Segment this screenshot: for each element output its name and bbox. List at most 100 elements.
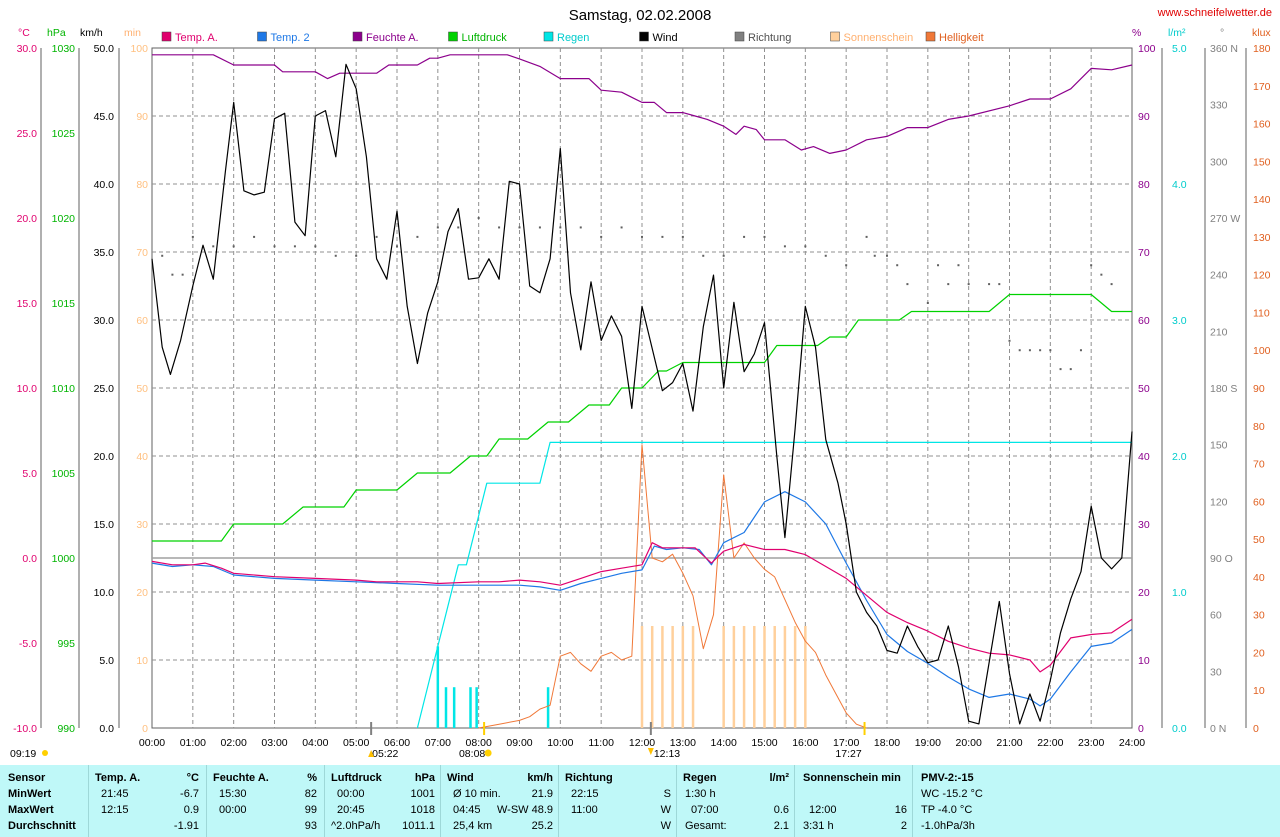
time-tick-label: 18:00: [874, 737, 900, 749]
direction-point: [1100, 273, 1103, 276]
rain-duration: 1:30 h: [685, 788, 716, 800]
sunshine-tick-label: 30: [136, 519, 148, 531]
direction-point: [1090, 264, 1093, 267]
col-direction: Richtung 22:15 S 11:00 W W: [558, 765, 677, 837]
time-tick-label: 19:00: [915, 737, 941, 749]
direction-point: [845, 264, 848, 267]
humidity-unit: %: [307, 772, 317, 784]
wind-distance: 25,4 km: [453, 820, 493, 832]
website-label[interactable]: www.schneifelwetter.de: [1157, 7, 1272, 19]
direction-point: [161, 254, 164, 257]
sunrise-icon: [484, 749, 492, 757]
time-tick-label: 22:00: [1037, 737, 1063, 749]
temp-unit: °C: [186, 772, 199, 784]
pressure-tick-label: 1000: [52, 553, 76, 565]
col-wind: Wind km/h Ø 10 min. 21.9 04:45 W-SW 48.9…: [440, 765, 559, 837]
brightness-tick-label: 20: [1253, 647, 1265, 659]
pressure-header: Luftdruck: [331, 772, 382, 784]
time-tick-label: 12:00: [629, 737, 655, 749]
time-tick-label: 23:00: [1078, 737, 1104, 749]
direction-tick-label: 150: [1210, 440, 1228, 452]
brightness-tick-label: 140: [1253, 194, 1271, 206]
direction-point: [873, 254, 876, 257]
brightness-tick-label: 170: [1253, 81, 1271, 93]
humidity-min-value: 82: [304, 788, 317, 800]
col-sensor: Sensor MinWert MaxWert Durchschnitt: [0, 765, 88, 837]
direction-point: [498, 226, 501, 229]
brightness-tick-label: 120: [1253, 270, 1271, 282]
moonrise-icon: [368, 750, 375, 757]
sunshine-tick-label: 90: [136, 111, 148, 123]
direction-tick-label: 360 N: [1210, 43, 1238, 55]
line-series: [151, 54, 1133, 729]
pressure-max-value: 1018: [410, 804, 435, 816]
brightness-tick-label: 100: [1253, 345, 1271, 357]
direction-max-value: W: [660, 804, 671, 816]
direction-point: [824, 254, 827, 257]
direction-point: [957, 264, 960, 267]
wind-max-time: 04:45: [453, 804, 481, 816]
direction-point: [896, 264, 899, 267]
direction-point: [518, 226, 521, 229]
wind-line: [151, 63, 1133, 725]
time-tick-label: 21:00: [996, 737, 1022, 749]
temp-line: [151, 542, 1133, 673]
time-tick-label: 04:00: [302, 737, 328, 749]
legend-label: Temp. 2: [271, 32, 310, 44]
direction-point: [804, 245, 807, 248]
wind-tick-label: 20.0: [94, 451, 115, 463]
sunshine-tick-label: 10: [136, 655, 148, 667]
brightness-tick-label: 40: [1253, 572, 1265, 584]
direction-point: [1059, 368, 1062, 371]
brightness-tick-label: 0: [1253, 723, 1259, 735]
direction-point: [375, 235, 378, 238]
pressure-tick-label: 1030: [52, 43, 76, 55]
legend-label: Richtung: [748, 32, 791, 44]
direction-tick-label: 30: [1210, 666, 1222, 678]
legend-swatch: [734, 31, 745, 42]
wind-tick-label: 0.0: [99, 723, 114, 735]
left-unit-label: km/h: [80, 27, 103, 39]
pressure-tick-label: 1020: [52, 213, 76, 225]
pressure-tick-label: 1015: [52, 298, 76, 310]
sunshine-tick-label: 0: [142, 723, 148, 735]
pressure-max-time: 20:45: [337, 804, 365, 816]
col-sunshine: Sonnenschein min 12:00 16 3:31 h 2: [794, 765, 913, 837]
brightness-tick-label: 10: [1253, 685, 1265, 697]
grid: [151, 47, 1133, 729]
wind-tick-label: 15.0: [94, 519, 115, 531]
sunrise-label: 08:08: [459, 748, 485, 760]
direction-point: [702, 254, 705, 257]
direction-point: [191, 235, 194, 238]
direction-point: [1069, 368, 1072, 371]
direction-point: [1049, 349, 1052, 352]
humidity-tick-label: 10: [1138, 655, 1150, 667]
time-tick-label: 15:00: [751, 737, 777, 749]
direction-point: [681, 235, 684, 238]
rain-tick-label: 0.0: [1172, 723, 1187, 735]
wind-tick-label: 10.0: [94, 587, 115, 599]
direction-point: [559, 226, 562, 229]
humidity-tick-label: 60: [1138, 315, 1150, 327]
legend-swatch: [448, 31, 458, 42]
time-tick-label: 20:00: [956, 737, 982, 749]
row-label-min: MinWert: [8, 788, 52, 800]
rain-max-value: 0.6: [773, 804, 789, 816]
pressure-tick-label: 1010: [52, 383, 76, 395]
legend-label: Sonnenschein: [844, 32, 914, 44]
temp-tick-label: 5.0: [22, 468, 37, 480]
legend-swatch: [257, 31, 267, 42]
rain-tick-label: 4.0: [1172, 179, 1187, 191]
solar-noon-icon: [647, 748, 654, 755]
time-tick-label: 06:00: [384, 737, 410, 749]
col-rain: Regen l/m² 1:30 h 07:00 0.6 Gesamt: 2.1: [676, 765, 795, 837]
humidity-tick-label: 100: [1138, 43, 1156, 55]
direction-min-value: S: [663, 788, 671, 800]
direction-point: [1018, 349, 1021, 352]
legend-label: Regen: [557, 32, 589, 44]
wind-header: Wind: [447, 772, 474, 784]
direction-tick-label: 330: [1210, 100, 1228, 112]
wind-tick-label: 45.0: [94, 111, 115, 123]
brightness-tick-label: 180: [1253, 43, 1271, 55]
direction-point: [620, 226, 623, 229]
